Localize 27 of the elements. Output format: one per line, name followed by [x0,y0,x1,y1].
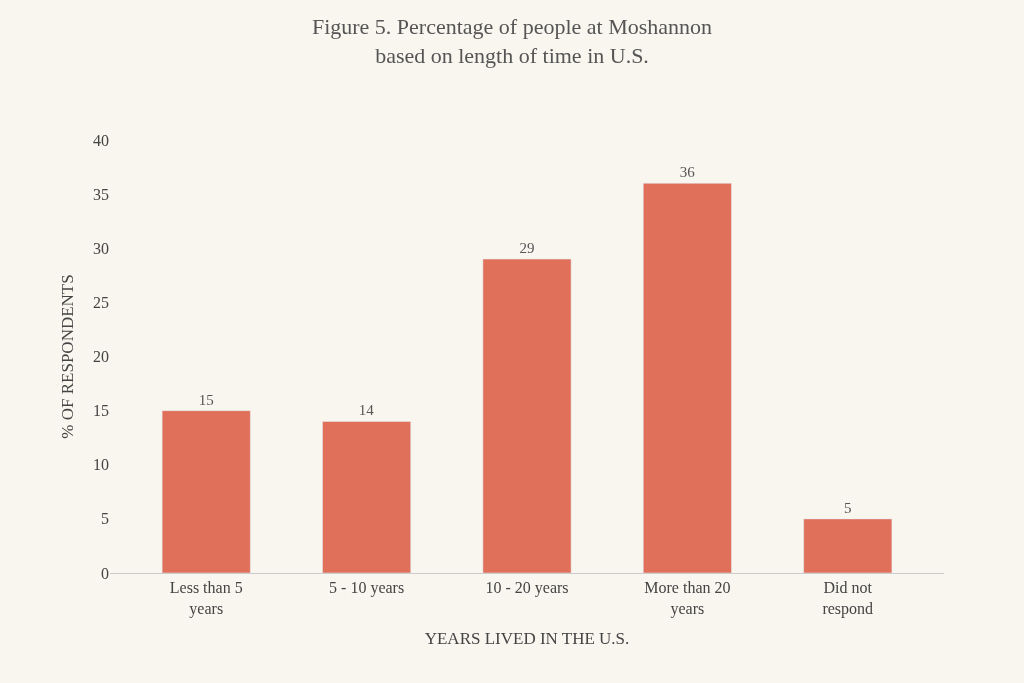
x-axis-title: YEARS LIVED IN THE U.S. [424,629,630,649]
y-tick-label: 20 [93,348,109,366]
y-tick-label: 10 [93,456,109,474]
x-tick-label: Less than 5 years [169,579,243,618]
bar [161,410,251,573]
bar [482,258,572,573]
y-tick-label: 15 [93,402,109,420]
x-tick-label: More than 20 years [644,579,731,618]
data-label: 5 [844,499,852,516]
y-tick-label: 0 [101,564,109,582]
x-tick-label: Did not respond [822,579,874,618]
data-label: 29 [519,240,535,257]
y-tick-label: 35 [93,185,109,203]
x-tick-label: 10 - 20 years [485,579,569,598]
data-label: 15 [198,391,214,408]
x-tick-label: 5 - 10 years [329,579,405,598]
bar [322,421,411,573]
data-label: 36 [679,164,696,181]
data-label: 14 [358,402,375,419]
chart-title: Figure 5. Percentage of people at Moshannon based on length of time in U.S. [311,14,713,68]
y-tick-label: 30 [93,239,109,257]
y-axis-title: % OF RESPONDENTS [57,274,77,439]
bar [803,518,893,573]
bar [643,183,732,573]
y-tick-label: 40 [93,131,109,149]
y-tick-label: 25 [93,293,109,311]
y-tick-label: 5 [101,510,109,528]
